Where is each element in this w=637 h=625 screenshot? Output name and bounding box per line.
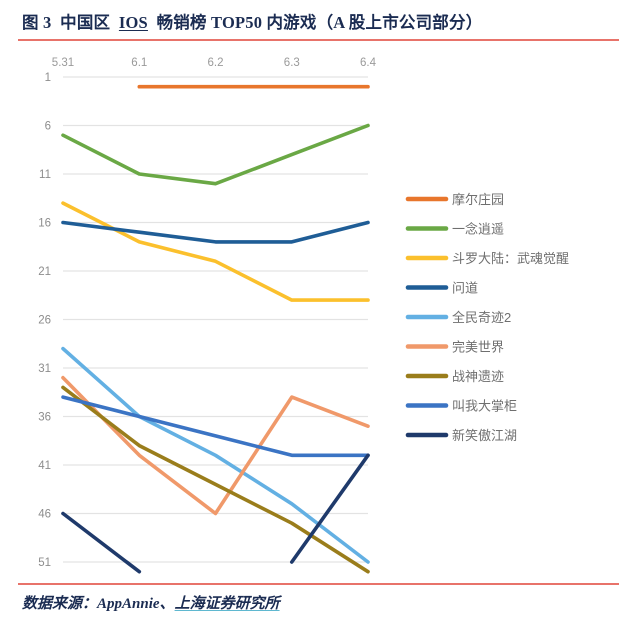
x-tick-label: 6.3: [284, 57, 300, 69]
series-line-问道: [61, 220, 370, 244]
legend-label-新笑傲江湖: 新笑傲江湖: [452, 428, 517, 443]
x-tick-label: 6.4: [360, 57, 377, 69]
legend-label-叫我大掌柜: 叫我大掌柜: [452, 399, 517, 414]
series-line-战神遗迹: [61, 385, 370, 574]
legend-label-摩尔庄园: 摩尔庄园: [452, 192, 504, 207]
series-line-新笑傲江湖: [61, 511, 142, 574]
source-separator: 、: [159, 596, 175, 612]
source-institute: 上海证券研究所: [174, 596, 280, 612]
series-line-一念逍遥: [61, 123, 370, 186]
source-label: 数据来源：: [22, 596, 98, 612]
x-tick-label: 6.2: [208, 57, 224, 69]
legend-label-战神遗迹: 战神遗迹: [452, 369, 504, 384]
legend-label-一念逍遥: 一念逍遥: [452, 222, 504, 237]
figure-number: 图 3: [22, 13, 52, 32]
y-tick-label: 21: [38, 266, 51, 278]
legend-label-完美世界: 完美世界: [452, 340, 504, 355]
source-provider: AppAnnie: [97, 596, 160, 612]
x-tick-label: 5.31: [52, 57, 74, 69]
y-tick-label: 6: [45, 121, 51, 133]
series-line-完美世界: [61, 375, 370, 516]
chart-area: 5.31 6.1 6.2 6.3 6.4 1 6 11 16 21 26 31 36 41 46 51 摩尔…: [0, 44, 637, 582]
x-tick-label: 6.1: [131, 57, 147, 69]
y-tick-label: 41: [38, 460, 51, 472]
page-title: 图 3 中国区 IOS 畅销榜 TOP50 内游戏（A 股上市公司部分）: [22, 9, 619, 33]
y-tick-label: 26: [38, 315, 51, 327]
source-divider-rule: [18, 583, 619, 585]
y-tick-label: 11: [39, 169, 51, 181]
title-part-a: 中国区: [60, 13, 111, 32]
y-tick-label: 46: [38, 509, 51, 521]
y-tick-label: 16: [38, 218, 51, 230]
y-tick-label: 51: [38, 557, 51, 569]
legend-label-斗罗大陆：武魂觉醒: 斗罗大陆：武魂觉醒: [452, 251, 569, 266]
x-axis-tick-labels: 5.31 6.1 6.2 6.3 6.4: [52, 57, 377, 69]
source-row: 数据来源：AppAnnie、上海证券研究所: [22, 592, 622, 613]
legend-label-全民奇迹2: 全民奇迹2: [452, 310, 511, 325]
y-tick-label: 36: [38, 412, 51, 424]
y-tick-label: 31: [38, 363, 51, 375]
figure-title-row: 图 3 中国区 IOS 畅销榜 TOP50 内游戏（A 股上市公司部分）: [0, 0, 637, 44]
legend-label-问道: 问道: [452, 281, 478, 296]
y-tick-label: 1: [45, 72, 51, 84]
title-part-b: 畅销榜 TOP50 内游戏（A 股上市公司部分）: [156, 13, 483, 32]
series-line-全民奇迹2: [61, 346, 370, 564]
series-lines: [61, 84, 370, 574]
title-ios-underlined: IOS: [118, 13, 148, 32]
series-line-叫我大掌柜: [61, 395, 370, 458]
title-divider-rule: [18, 39, 619, 41]
series-line-新笑傲江湖: [289, 453, 370, 564]
source-note: 数据来源：AppAnnie、上海证券研究所: [22, 592, 622, 613]
series-line-斗罗大陆：武魂觉醒: [61, 201, 370, 302]
gridlines: [63, 76, 368, 563]
